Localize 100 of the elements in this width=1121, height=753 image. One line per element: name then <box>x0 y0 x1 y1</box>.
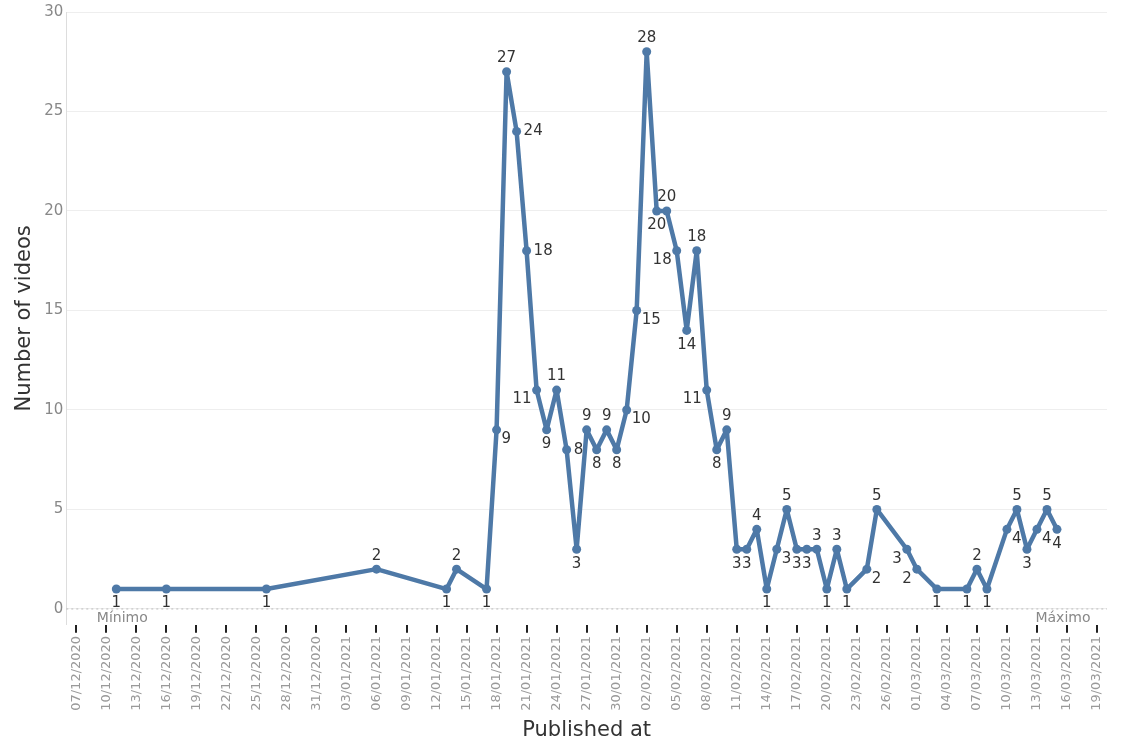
y-tick-label: 10 <box>44 399 64 418</box>
x-tick-label: 31/12/2020 <box>307 635 323 711</box>
data-label: 1 <box>481 593 492 612</box>
data-label: 9 <box>581 406 592 425</box>
data-label: 1 <box>982 593 992 612</box>
point <box>1002 524 1012 534</box>
x-tick-label: 20/02/2021 <box>818 635 834 711</box>
data-label: 3 <box>832 525 842 544</box>
x-tick-label: 02/02/2021 <box>638 635 654 711</box>
x-tick-label: 14/02/2021 <box>758 635 774 711</box>
x-tick-label: 03/01/2021 <box>337 635 353 711</box>
point <box>582 425 592 435</box>
point <box>562 445 572 455</box>
data-label: 2 <box>371 545 382 564</box>
data-label: 2 <box>451 545 462 564</box>
x-tick-label: 16/03/2021 <box>1058 635 1074 711</box>
point <box>872 504 882 514</box>
x-tick-label: 05/02/2021 <box>668 635 684 711</box>
point <box>1012 504 1022 514</box>
point <box>902 544 912 554</box>
point <box>912 564 922 574</box>
point <box>982 584 992 594</box>
data-label: 11 <box>512 389 532 408</box>
data-label: 2 <box>902 568 912 587</box>
data-label: 9 <box>501 429 512 448</box>
x-tick-label: 10/03/2021 <box>998 635 1014 711</box>
point <box>682 325 692 335</box>
data-label: 8 <box>611 454 622 473</box>
data-label: 28 <box>637 28 657 47</box>
x-tick-label: 17/02/2021 <box>788 635 804 711</box>
y-tick-label: 5 <box>53 499 64 518</box>
point <box>572 544 582 554</box>
y-axis-title: Number of videos <box>11 225 36 412</box>
x-tick-label: 10/12/2020 <box>97 635 113 711</box>
data-label: 3 <box>781 548 792 567</box>
x-tick-label: 08/02/2021 <box>698 635 714 711</box>
data-label: 20 <box>657 187 677 206</box>
data-label: 9 <box>601 406 612 425</box>
data-label: 1 <box>962 593 972 612</box>
point <box>532 385 542 395</box>
x-tick-label: 12/01/2021 <box>427 635 443 711</box>
point <box>762 584 772 594</box>
point <box>832 544 842 554</box>
x-tick-label: 13/12/2020 <box>127 635 143 711</box>
point <box>962 584 972 594</box>
annotation: Máximo <box>1035 608 1091 625</box>
point <box>1052 524 1062 534</box>
data-label: 4 <box>751 505 762 524</box>
point <box>812 544 822 554</box>
point <box>261 584 271 594</box>
data-label: 3 <box>1022 553 1032 572</box>
point <box>932 584 942 594</box>
point <box>692 246 702 256</box>
point <box>622 405 632 415</box>
x-tick-label: 07/03/2021 <box>968 635 984 711</box>
point <box>502 67 512 77</box>
point <box>372 564 381 574</box>
point <box>752 524 762 534</box>
point <box>652 206 662 216</box>
data-label: 1 <box>842 593 852 612</box>
point <box>672 246 682 256</box>
data-label: 2 <box>871 568 882 587</box>
data-label: 3 <box>792 553 802 572</box>
point <box>702 385 712 395</box>
data-label: 9 <box>721 406 732 425</box>
data-label: 1 <box>822 593 832 612</box>
x-tick-label: 06/01/2021 <box>367 635 383 711</box>
x-tick-label: 30/01/2021 <box>608 635 624 711</box>
point <box>792 544 802 554</box>
data-label: 27 <box>497 48 517 67</box>
point <box>111 584 121 594</box>
data-label: 3 <box>571 553 582 572</box>
data-label: 3 <box>802 553 812 572</box>
data-label: 18 <box>533 240 553 259</box>
data-label: 4 <box>1011 528 1022 547</box>
point <box>552 385 562 395</box>
x-tick-label: 25/12/2020 <box>247 635 263 711</box>
x-tick-label: 19/03/2021 <box>1088 635 1104 711</box>
x-tick-label: 28/12/2020 <box>277 635 293 711</box>
x-tick-label: 15/01/2021 <box>457 635 473 711</box>
point <box>612 445 622 455</box>
point <box>772 544 782 554</box>
data-label: 5 <box>1012 485 1022 504</box>
x-tick-label: 27/01/2021 <box>578 635 594 711</box>
data-label: 18 <box>687 227 707 246</box>
x-tick-label: 13/03/2021 <box>1028 635 1044 711</box>
x-tick-label: 22/12/2020 <box>217 635 233 711</box>
x-tick-label: 19/12/2020 <box>187 635 203 711</box>
data-label: 5 <box>872 485 882 504</box>
point <box>442 584 452 594</box>
point <box>822 584 832 594</box>
data-label: 4 <box>1041 528 1052 547</box>
x-tick-label: 21/01/2021 <box>517 635 533 711</box>
data-label: 20 <box>647 215 667 234</box>
x-tick-label: 18/01/2021 <box>487 635 503 711</box>
x-tick-label: 04/03/2021 <box>938 635 954 711</box>
x-tick-label: 23/02/2021 <box>848 635 864 711</box>
data-label: 11 <box>682 389 702 408</box>
point <box>732 544 742 554</box>
x-tick-label: 11/02/2021 <box>728 635 744 711</box>
